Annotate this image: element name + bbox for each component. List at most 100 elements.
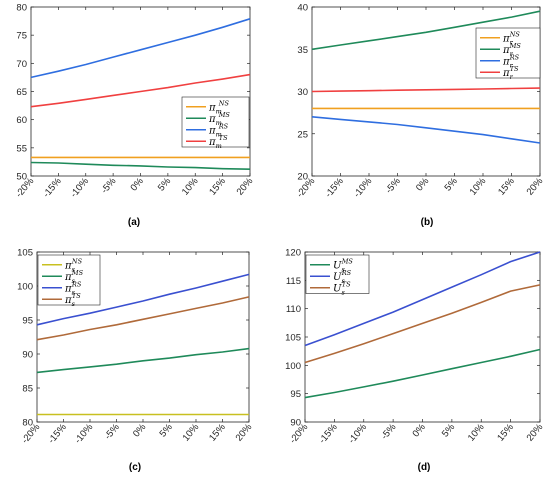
legend-superscript: TS — [342, 280, 351, 288]
legend-superscript: RS — [509, 53, 520, 61]
y-tick-label: 115 — [286, 276, 301, 287]
legend-superscript: NS — [71, 257, 83, 265]
legend-subscript: r — [510, 38, 514, 46]
x-tick-label: 10% — [466, 421, 487, 443]
legend-symbol: U — [333, 283, 342, 294]
x-tick-label: 20% — [234, 421, 255, 443]
legend-symbol: π — [502, 68, 510, 79]
legend-subscript: m — [216, 130, 222, 138]
y-tick-label: 90 — [22, 350, 33, 361]
legend-subscript: s — [72, 265, 76, 273]
x-tick-label: 20% — [525, 421, 546, 443]
series-line-rs — [311, 116, 541, 144]
legend-label-rs: πsRS — [64, 280, 82, 296]
legend-symbol: U — [333, 272, 342, 283]
y-tick-label: 110 — [286, 304, 301, 315]
panel-caption: (a) — [128, 217, 140, 228]
legend-symbol: π — [64, 272, 72, 283]
legend-label-rs: UsRS — [333, 269, 352, 285]
legend-label-ms: UsMS — [333, 257, 353, 273]
y-tick-label: 65 — [16, 87, 27, 98]
series-line-ts — [311, 87, 541, 93]
x-tick-label: -10% — [68, 175, 91, 199]
x-tick-label: 20% — [525, 175, 546, 197]
legend-superscript: MS — [218, 111, 231, 119]
panel-caption: (c) — [129, 462, 141, 473]
y-tick-label: 95 — [22, 316, 33, 327]
series-line-ts — [304, 284, 541, 364]
x-tick-label: 15% — [207, 175, 228, 197]
x-tick-label: 5% — [440, 421, 458, 439]
series-line-ms — [30, 161, 251, 170]
y-tick-label: 30 — [297, 87, 308, 98]
x-tick-label: -15% — [323, 175, 346, 199]
x-tick-label: 20% — [235, 175, 256, 197]
legend-subscript: m — [216, 142, 222, 150]
legend-subscript: s — [72, 288, 76, 296]
legend-label-ts: πrTS — [502, 65, 519, 81]
series-line-ms — [304, 348, 541, 399]
x-tick-label: 10% — [181, 421, 202, 443]
y-tick-label: 25 — [297, 129, 308, 140]
legend-box — [37, 254, 101, 306]
x-tick-label: -15% — [41, 175, 64, 199]
y-tick-label: 105 — [17, 248, 33, 259]
legend-symbol: π — [208, 125, 216, 136]
legend-subscript: r — [510, 73, 514, 81]
legend-subscript: r — [510, 50, 514, 58]
series-line-rs — [36, 273, 250, 326]
legend-label-ns: πrNS — [502, 30, 520, 46]
legend-symbol: π — [208, 114, 216, 125]
x-tick-label: 0% — [131, 421, 149, 439]
legend-symbol: π — [208, 102, 216, 113]
y-tick-label: 40 — [297, 3, 308, 14]
y-tick-label: 50 — [16, 172, 27, 183]
series-line-rs — [304, 251, 541, 347]
series-line-ms — [311, 10, 541, 51]
x-tick-label: 10% — [468, 175, 489, 197]
y-tick-label: 90 — [290, 418, 301, 429]
y-tick-label: 100 — [285, 361, 301, 372]
legend-subscript: r — [510, 61, 514, 69]
legend-superscript: NS — [509, 30, 521, 38]
legend-symbol: π — [64, 260, 72, 271]
y-tick-label: 75 — [16, 31, 27, 42]
legend-label-ms: πrMS — [502, 42, 521, 58]
x-tick-label: -15% — [46, 421, 69, 445]
legend-subscript: s — [341, 265, 345, 273]
y-tick-label: 80 — [16, 3, 27, 14]
x-tick-label: -10% — [73, 421, 96, 445]
y-tick-label: 105 — [285, 333, 301, 344]
series-line-rs — [30, 18, 251, 79]
legend-subscript: s — [72, 277, 76, 285]
legend-subscript: s — [72, 300, 76, 308]
y-tick-label: 60 — [16, 115, 27, 126]
legend-symbol: π — [64, 295, 72, 306]
y-tick-label: 80 — [22, 418, 33, 429]
x-tick-label: -10% — [346, 421, 369, 445]
legend-label-ts: πmTS — [208, 134, 228, 150]
legend-label-ms: πmMS — [208, 111, 230, 127]
x-tick-label: -10% — [352, 175, 375, 199]
panel-caption: (d) — [418, 462, 431, 473]
legend-label-ts: UsTS — [333, 280, 351, 296]
x-tick-label: 15% — [496, 175, 517, 197]
legend-subscript: m — [216, 119, 222, 127]
legend-subscript: s — [341, 277, 345, 285]
x-tick-label: 0% — [411, 421, 429, 439]
y-tick-label: 35 — [297, 45, 308, 56]
legend-superscript: TS — [72, 292, 81, 300]
y-tick-label: 100 — [17, 282, 33, 293]
legend-symbol: π — [64, 283, 72, 294]
series-line-ts — [30, 73, 251, 108]
x-tick-label: -5% — [384, 175, 404, 195]
y-tick-label: 20 — [297, 172, 308, 183]
panel-caption: (b) — [421, 217, 434, 228]
legend-superscript: NS — [218, 99, 230, 107]
legend-superscript: MS — [71, 269, 84, 277]
legend-superscript: TS — [219, 134, 228, 142]
legend-subscript: s — [341, 288, 345, 296]
x-tick-label: 15% — [495, 421, 516, 443]
